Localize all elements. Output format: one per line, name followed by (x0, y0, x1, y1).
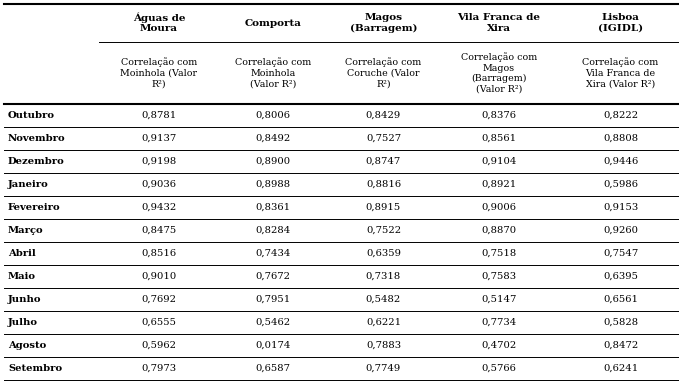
Text: 0,8988: 0,8988 (255, 180, 291, 189)
Text: 0,8900: 0,8900 (255, 157, 291, 166)
Text: Lisboa
(IGIDL): Lisboa (IGIDL) (598, 13, 643, 33)
Text: 0,9446: 0,9446 (603, 157, 638, 166)
Text: 0,5462: 0,5462 (255, 318, 291, 327)
Text: 0,8361: 0,8361 (255, 203, 291, 212)
Text: 0,8006: 0,8006 (255, 111, 291, 120)
Text: 0,6395: 0,6395 (603, 272, 638, 281)
Text: 0,7951: 0,7951 (255, 295, 291, 304)
Text: 0,8808: 0,8808 (603, 134, 638, 143)
Text: 0,9198: 0,9198 (141, 157, 177, 166)
Text: 0,4702: 0,4702 (481, 341, 517, 350)
Text: 0,9260: 0,9260 (603, 226, 638, 235)
Text: 0,8921: 0,8921 (481, 180, 517, 189)
Text: 0,8747: 0,8747 (366, 157, 401, 166)
Text: 0,7547: 0,7547 (603, 249, 638, 258)
Text: Vila Franca de
Xira: Vila Franca de Xira (458, 13, 540, 33)
Text: Março: Março (8, 226, 43, 235)
Text: Fevereiro: Fevereiro (8, 203, 60, 212)
Text: 0,5986: 0,5986 (603, 180, 638, 189)
Text: 0,0174: 0,0174 (255, 341, 291, 350)
Text: 0,9153: 0,9153 (603, 203, 638, 212)
Text: Correlação com
Magos
(Barragem)
(Valor R²): Correlação com Magos (Barragem) (Valor R… (461, 52, 537, 94)
Text: 0,6359: 0,6359 (366, 249, 401, 258)
Text: 0,9006: 0,9006 (481, 203, 517, 212)
Text: 0,8429: 0,8429 (366, 111, 401, 120)
Text: Correlação com
Vila Franca de
Xira (Valor R²): Correlação com Vila Franca de Xira (Valo… (583, 58, 659, 88)
Text: Outubro: Outubro (8, 111, 55, 120)
Text: 0,7883: 0,7883 (366, 341, 401, 350)
Text: 0,7518: 0,7518 (481, 249, 517, 258)
Text: 0,5766: 0,5766 (481, 364, 517, 373)
Text: 0,7672: 0,7672 (255, 272, 291, 281)
Text: 0,7973: 0,7973 (141, 364, 177, 373)
Text: Correlação com
Moinhola (Valor
R²): Correlação com Moinhola (Valor R²) (120, 58, 198, 88)
Text: 0,8472: 0,8472 (603, 341, 638, 350)
Text: 0,6561: 0,6561 (603, 295, 638, 304)
Text: Abril: Abril (8, 249, 36, 258)
Text: 0,6221: 0,6221 (366, 318, 401, 327)
Text: Janeiro: Janeiro (8, 180, 49, 189)
Text: Comporta: Comporta (244, 18, 301, 27)
Text: Magos
(Barragem): Magos (Barragem) (350, 13, 418, 33)
Text: 0,8915: 0,8915 (366, 203, 401, 212)
Text: 0,5482: 0,5482 (366, 295, 401, 304)
Text: 0,5147: 0,5147 (481, 295, 517, 304)
Text: 0,7583: 0,7583 (481, 272, 517, 281)
Text: 0,9137: 0,9137 (141, 134, 177, 143)
Text: 0,6587: 0,6587 (255, 364, 291, 373)
Text: 0,8781: 0,8781 (141, 111, 177, 120)
Text: 0,7734: 0,7734 (481, 318, 517, 327)
Text: 0,9432: 0,9432 (141, 203, 177, 212)
Text: 0,9010: 0,9010 (141, 272, 177, 281)
Text: 0,8870: 0,8870 (481, 226, 517, 235)
Text: Correlação com
Coruche (Valor
R²): Correlação com Coruche (Valor R²) (346, 58, 422, 88)
Text: 0,8561: 0,8561 (481, 134, 517, 143)
Text: Agosto: Agosto (8, 341, 46, 350)
Text: 0,6555: 0,6555 (141, 318, 177, 327)
Text: 0,8516: 0,8516 (141, 249, 177, 258)
Text: 0,8492: 0,8492 (255, 134, 291, 143)
Text: 0,7522: 0,7522 (366, 226, 401, 235)
Text: 0,7749: 0,7749 (366, 364, 401, 373)
Text: Correlação com
Moinhola
(Valor R²): Correlação com Moinhola (Valor R²) (235, 58, 311, 88)
Text: 0,5828: 0,5828 (603, 318, 638, 327)
Text: 0,8376: 0,8376 (481, 111, 517, 120)
Text: Dezembro: Dezembro (8, 157, 65, 166)
Text: 0,7527: 0,7527 (366, 134, 401, 143)
Text: 0,7318: 0,7318 (366, 272, 401, 281)
Text: Maio: Maio (8, 272, 36, 281)
Text: Novembro: Novembro (8, 134, 66, 143)
Text: 0,8816: 0,8816 (366, 180, 401, 189)
Text: 0,7434: 0,7434 (255, 249, 291, 258)
Text: 0,9036: 0,9036 (141, 180, 177, 189)
Text: Julho: Julho (8, 318, 38, 327)
Text: 0,8284: 0,8284 (255, 226, 291, 235)
Text: Águas de
Moura: Águas de Moura (133, 13, 185, 33)
Text: 0,8475: 0,8475 (141, 226, 177, 235)
Text: 0,7692: 0,7692 (141, 295, 177, 304)
Text: 0,8222: 0,8222 (603, 111, 638, 120)
Text: 0,5962: 0,5962 (141, 341, 177, 350)
Text: 0,6241: 0,6241 (603, 364, 638, 373)
Text: 0,9104: 0,9104 (481, 157, 517, 166)
Text: Junho: Junho (8, 295, 41, 304)
Text: Setembro: Setembro (8, 364, 62, 373)
